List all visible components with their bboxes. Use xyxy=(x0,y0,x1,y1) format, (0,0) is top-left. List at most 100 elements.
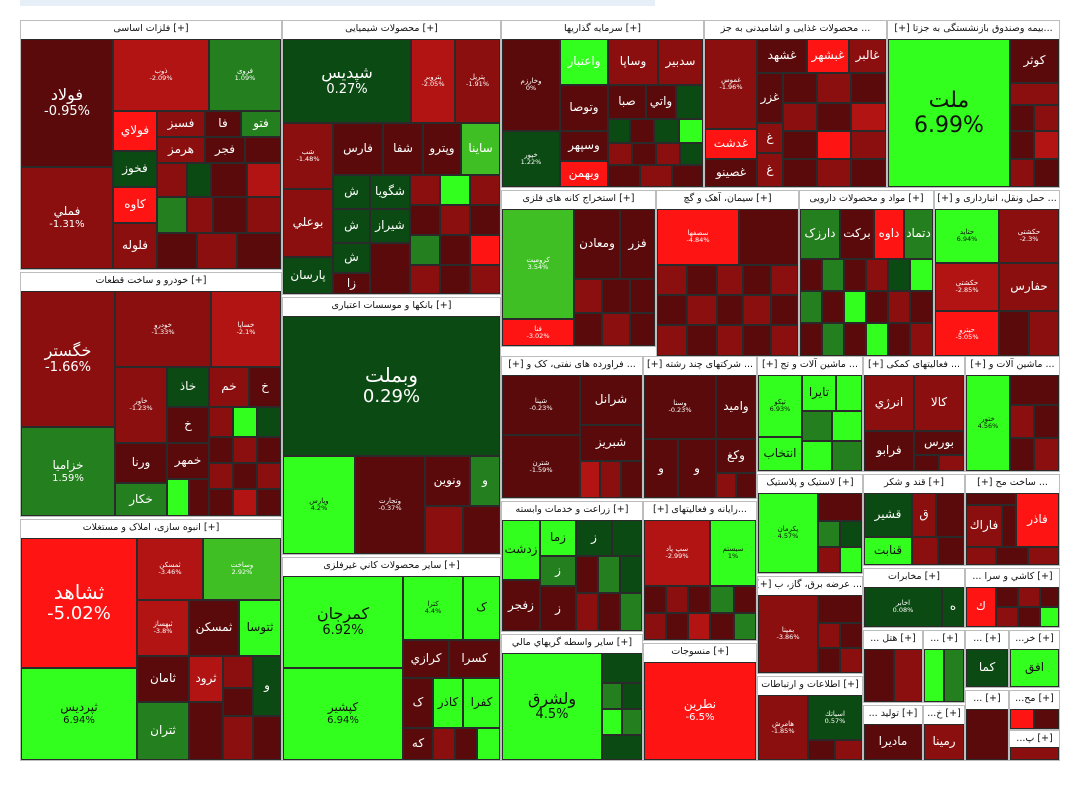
sector-header[interactable]: ... عرضه برق، گاز، ب [+] xyxy=(758,577,862,593)
stock-tile[interactable] xyxy=(223,656,253,688)
stock-tile[interactable] xyxy=(944,649,964,702)
stock-tile[interactable] xyxy=(734,586,756,613)
stock-tile[interactable] xyxy=(574,313,602,346)
sector-header[interactable]: [+] قند و شكر xyxy=(864,475,964,491)
sector-header[interactable]: [+] مح... xyxy=(1010,691,1059,707)
stock-tile[interactable]: خگستر -1.66% xyxy=(21,291,115,427)
stock-tile[interactable]: پکرمان 4.57% xyxy=(758,493,818,573)
stock-tile[interactable] xyxy=(1034,105,1059,131)
stock-tile[interactable]: شترن -1.59% xyxy=(502,435,580,498)
stock-tile[interactable] xyxy=(1034,438,1059,471)
stock-tile[interactable] xyxy=(630,279,655,313)
stock-tile[interactable] xyxy=(736,473,756,498)
stock-tile[interactable] xyxy=(602,683,622,709)
stock-tile[interactable] xyxy=(237,233,281,269)
sector-block[interactable]: ... فراورده های نفتی، کک و [+] شپنا -0.23%… xyxy=(501,356,643,499)
sector-header[interactable]: ... فراورده های نفتی، کک و [+] xyxy=(502,357,642,373)
stock-tile[interactable]: وپارس 4.2% xyxy=(283,456,355,554)
stock-tile[interactable] xyxy=(818,521,840,547)
stock-tile[interactable]: وتجارت -0.37% xyxy=(355,456,425,554)
sector-block[interactable]: [+] محصولات شیمیایی شپديس 0.27% پتروبر -2.05… xyxy=(282,20,501,295)
stock-tile[interactable]: برکت xyxy=(840,209,874,259)
stock-tile[interactable] xyxy=(996,547,1028,565)
stock-tile[interactable]: پتریل -1.91% xyxy=(455,39,500,123)
stock-tile[interactable] xyxy=(924,649,944,702)
stock-tile[interactable]: شب -1.48% xyxy=(283,123,333,189)
stock-tile[interactable] xyxy=(157,163,187,197)
stock-tile[interactable]: حکشتی -2.85% xyxy=(935,263,999,311)
stock-tile[interactable]: فرابو xyxy=(864,431,914,471)
stock-tile[interactable]: خم xyxy=(209,367,249,407)
stock-tile[interactable]: زفجر xyxy=(502,580,540,631)
stock-tile[interactable] xyxy=(576,556,598,593)
sector-block[interactable]: [+] قند و شكر قشير ق قنابت xyxy=(863,474,965,566)
stock-tile[interactable] xyxy=(598,556,620,593)
sector-header[interactable]: [+] خر... xyxy=(1010,631,1059,647)
stock-tile[interactable] xyxy=(632,143,656,165)
stock-tile[interactable] xyxy=(1010,83,1059,105)
stock-tile[interactable] xyxy=(999,311,1029,356)
stock-tile[interactable]: فسبز xyxy=(157,111,205,137)
stock-tile[interactable] xyxy=(835,740,862,760)
sector-header[interactable]: [+] ... xyxy=(966,631,1008,647)
stock-tile[interactable] xyxy=(808,740,835,760)
stock-tile[interactable]: غبشهر xyxy=(807,39,849,73)
sector-header[interactable]: ... ماشین آلات و [+] xyxy=(966,357,1059,373)
stock-tile[interactable] xyxy=(576,593,598,631)
stock-tile[interactable]: واتي xyxy=(646,85,676,119)
stock-tile[interactable]: فتو xyxy=(241,111,281,137)
stock-tile[interactable]: حتايد 6.94% xyxy=(935,209,999,263)
stock-tile[interactable]: خپور 1.22% xyxy=(502,131,560,187)
stock-tile[interactable] xyxy=(866,291,888,323)
sector-block[interactable]: [+] لاستیک و پلاستیک پکرمان 4.57% xyxy=(757,474,863,574)
sector-block[interactable]: ... ماشین آلات و تج [+] تپکو 6.93% تايرا انت… xyxy=(757,356,863,472)
stock-tile[interactable]: وساپا xyxy=(608,39,658,85)
stock-tile[interactable]: خاور -1.23% xyxy=(115,367,167,443)
stock-tile[interactable] xyxy=(1040,587,1059,607)
sector-block[interactable]: [+] پ... xyxy=(1009,730,1060,761)
stock-tile[interactable] xyxy=(1018,587,1040,607)
stock-tile[interactable] xyxy=(817,159,851,187)
stock-tile[interactable]: کسرا xyxy=(449,640,500,678)
stock-tile[interactable] xyxy=(800,259,822,291)
sector-header[interactable]: ...بیمه وصندوق بازنشستگی به جزتا [+] xyxy=(888,21,1059,37)
stock-tile[interactable] xyxy=(771,295,798,325)
stock-tile[interactable] xyxy=(187,163,211,197)
sector-header[interactable]: ... ماشین آلات و تج [+] xyxy=(758,357,862,373)
sector-header[interactable]: ... فعالیتهای کمکی [+] xyxy=(864,357,964,373)
stock-tile[interactable] xyxy=(966,547,996,565)
stock-tile[interactable]: كالا xyxy=(914,375,964,431)
stock-tile[interactable] xyxy=(802,441,832,471)
stock-tile[interactable] xyxy=(800,291,822,323)
sector-header[interactable]: ... حمل ونقل، انبارداری و [+] xyxy=(935,191,1059,207)
stock-tile[interactable] xyxy=(840,648,862,673)
stock-tile[interactable]: فجر xyxy=(205,137,245,163)
stock-tile[interactable] xyxy=(470,205,500,235)
stock-tile[interactable] xyxy=(253,716,281,760)
stock-tile[interactable] xyxy=(1028,547,1059,565)
stock-tile[interactable]: ش xyxy=(333,175,370,209)
stock-tile[interactable] xyxy=(739,209,798,265)
stock-tile[interactable] xyxy=(818,648,840,673)
stock-tile[interactable] xyxy=(580,461,600,498)
stock-tile[interactable] xyxy=(370,243,410,294)
sector-block[interactable]: ... محصولات غذایی و اشامیدنی به جز غموس -1… xyxy=(704,20,887,188)
stock-tile[interactable]: ملت 6.99% xyxy=(888,39,1010,187)
stock-tile[interactable]: بوعلي xyxy=(283,189,333,257)
stock-tile[interactable]: غشهد xyxy=(757,39,807,73)
stock-tile[interactable]: قنابت xyxy=(864,537,912,565)
stock-tile[interactable] xyxy=(157,197,187,233)
stock-tile[interactable]: خمهر xyxy=(167,443,209,479)
stock-tile[interactable] xyxy=(233,437,257,463)
stock-tile[interactable] xyxy=(832,441,862,471)
stock-tile[interactable] xyxy=(996,607,1018,627)
stock-tile[interactable]: فا xyxy=(205,111,241,137)
stock-tile[interactable] xyxy=(644,586,666,613)
stock-tile[interactable]: صبا xyxy=(608,85,646,119)
stock-tile[interactable]: شبريز xyxy=(580,425,642,461)
stock-tile[interactable]: ز xyxy=(576,520,612,556)
stock-tile[interactable] xyxy=(996,587,1018,607)
stock-tile[interactable]: وسپهر xyxy=(560,131,608,161)
stock-tile[interactable] xyxy=(912,537,938,565)
stock-tile[interactable]: حپترو -5.05% xyxy=(935,311,999,356)
